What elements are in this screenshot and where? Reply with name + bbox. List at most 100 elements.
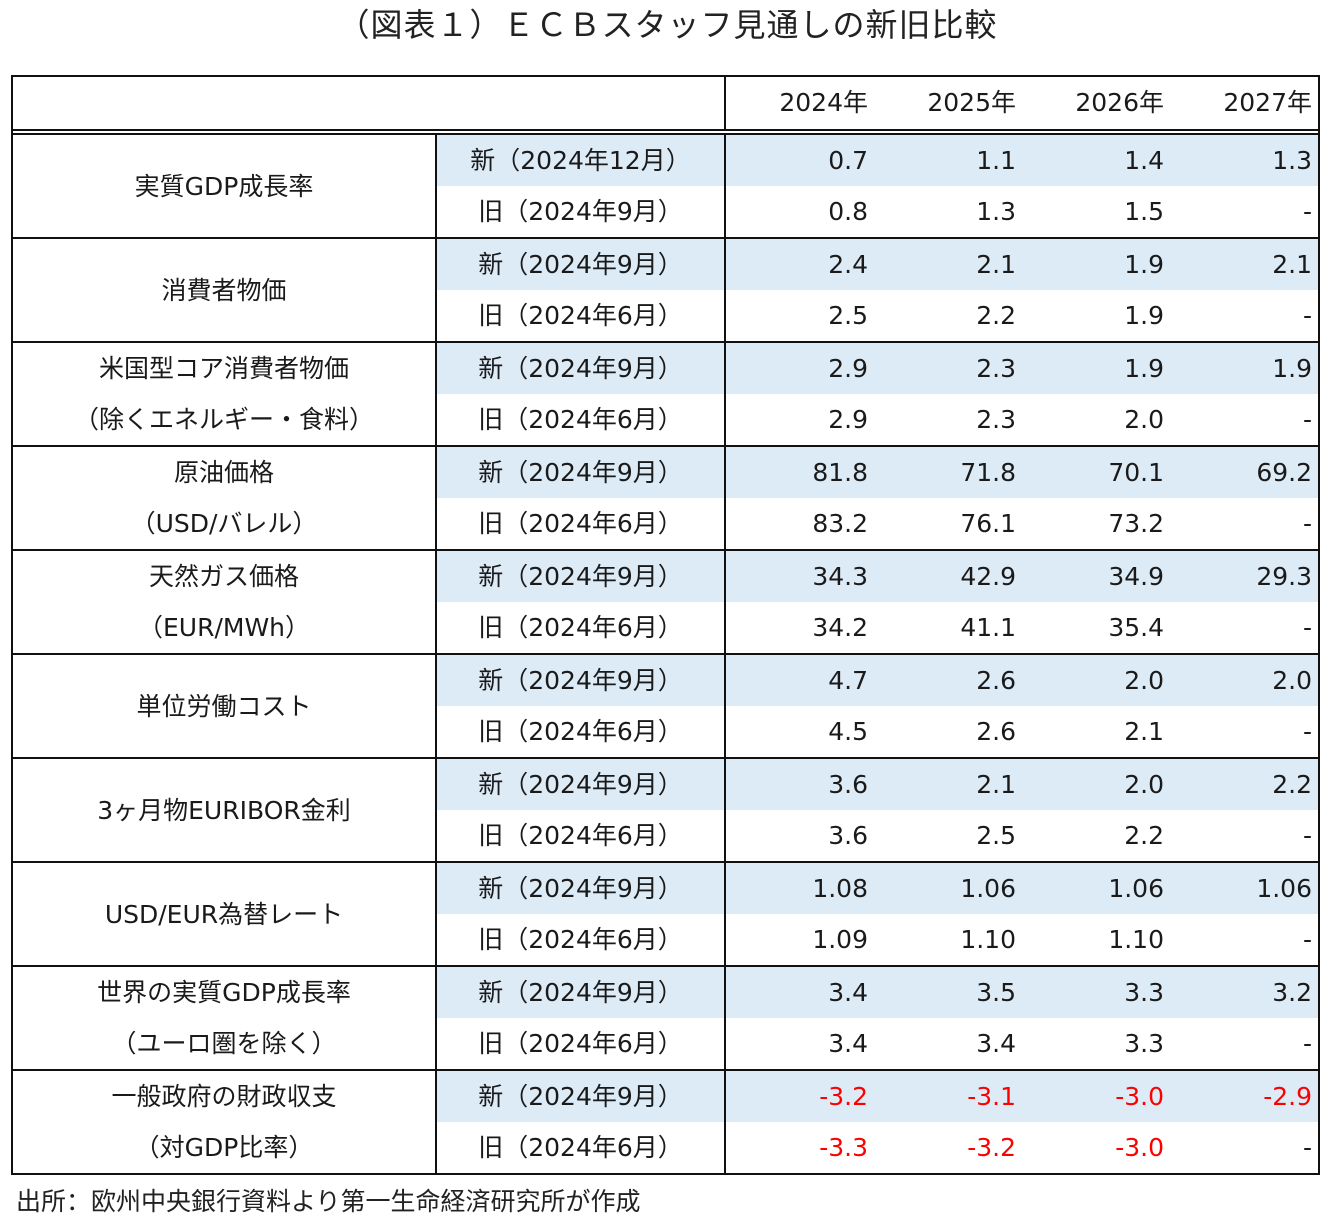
value-cell: -3.2 [819, 1082, 868, 1111]
indicator-group: 一般政府の財政収支 （対GDP比率） 新（2024年9月） -3.2 -3.1 -3.0 -… [13, 1069, 1318, 1173]
value-cell: 69.2 [1256, 458, 1312, 487]
forecast-vintage-label: 旧（2024年6月） [437, 810, 726, 861]
value-cell: 3.4 [976, 1029, 1016, 1058]
header-year-2027: 2027年 [1223, 88, 1312, 117]
value-cell: 42.9 [960, 562, 1016, 591]
table-row-new: 新（2024年9月） 34.3 42.9 34.9 29.3 [437, 551, 1318, 602]
value-cell: 1.06 [960, 874, 1016, 903]
value-cell: - [1302, 405, 1312, 434]
forecast-vintage-label: 新（2024年9月） [437, 343, 726, 394]
table-row-new: 新（2024年9月） 81.8 71.8 70.1 69.2 [437, 447, 1318, 498]
table-row-new: 新（2024年9月） 3.6 2.1 2.0 2.2 [437, 759, 1318, 810]
value-cell: 2.5 [828, 301, 868, 330]
value-cell: 83.2 [812, 509, 868, 538]
value-cell: 35.4 [1108, 613, 1164, 642]
table-header-row: 2024年 2025年 2026年 2027年 [13, 77, 1318, 135]
table-row-old: 旧（2024年6月） -3.3 -3.2 -3.0 - [437, 1122, 1318, 1173]
table-row-new: 新（2024年9月） 2.9 2.3 1.9 1.9 [437, 343, 1318, 394]
indicator-label-line: 実質GDP成長率 [134, 171, 314, 201]
forecast-vintage-label: 新（2024年9月） [437, 239, 726, 290]
value-cell: 81.8 [812, 458, 868, 487]
indicator-group: 米国型コア消費者物価 （除くエネルギー・食料） 新（2024年9月） 2.9 2.3 1.… [13, 341, 1318, 445]
indicator-label-line: 原油価格 [173, 458, 274, 487]
table-row-old: 旧（2024年6月） 2.5 2.2 1.9 - [437, 290, 1318, 341]
forecast-vintage-label: 新（2024年12月） [437, 135, 726, 186]
value-cell: - [1302, 613, 1312, 642]
value-cell: 1.06 [1256, 874, 1312, 903]
indicator-label-line: （USD/バレル） [130, 509, 318, 538]
table-row-new: 新（2024年9月） 2.4 2.1 1.9 2.1 [437, 239, 1318, 290]
indicator-rows: 新（2024年9月） -3.2 -3.1 -3.0 -2.9 旧（2024年6月） -3.3… [437, 1071, 1318, 1173]
header-year-2025: 2025年 [927, 88, 1016, 117]
value-cell: 3.6 [828, 821, 868, 850]
value-cell: 1.10 [1108, 925, 1164, 954]
value-cell: 3.4 [828, 1029, 868, 1058]
value-cell: -3.0 [1115, 1082, 1164, 1111]
forecast-vintage-label: 旧（2024年6月） [437, 1122, 726, 1173]
value-cell: 3.4 [828, 978, 868, 1007]
value-cell: -3.2 [967, 1133, 1016, 1162]
value-cell: 2.9 [828, 405, 868, 434]
value-cell: 2.9 [828, 354, 868, 383]
value-cell: -3.1 [967, 1082, 1016, 1111]
indicator-rows: 新（2024年9月） 34.3 42.9 34.9 29.3 旧（2024年6月） 34.2… [437, 551, 1318, 653]
value-cell: 1.9 [1272, 354, 1312, 383]
forecast-vintage-label: 新（2024年9月） [437, 863, 726, 914]
value-cell: 2.2 [1272, 770, 1312, 799]
forecast-vintage-label: 旧（2024年6月） [437, 1018, 726, 1069]
value-cell: 2.2 [976, 301, 1016, 330]
value-cell: 2.6 [976, 666, 1016, 695]
value-cell: 1.09 [812, 925, 868, 954]
value-cell: 2.1 [976, 250, 1016, 279]
value-cell: 34.9 [1108, 562, 1164, 591]
value-cell: 3.6 [828, 770, 868, 799]
indicator-label-line: 消費者物価 [161, 275, 287, 305]
indicator-label-line: 世界の実質GDP成長率 [97, 978, 351, 1007]
value-cell: 73.2 [1108, 509, 1164, 538]
indicator-label: 天然ガス価格 （EUR/MWh） [13, 551, 437, 653]
value-cell: 1.10 [960, 925, 1016, 954]
value-cell: 1.9 [1124, 301, 1164, 330]
indicator-label-line: （ユーロ圏を除く） [111, 1029, 337, 1058]
indicator-rows: 新（2024年9月） 2.9 2.3 1.9 1.9 旧（2024年6月） 2.9 2.3 2.… [437, 343, 1318, 445]
value-cell: 29.3 [1256, 562, 1312, 591]
forecast-vintage-label: 新（2024年9月） [437, 759, 726, 810]
indicator-label-line: USD/EUR為替レート [104, 899, 344, 929]
value-cell: 2.5 [976, 821, 1016, 850]
value-cell: 1.08 [812, 874, 868, 903]
header-year-2026: 2026年 [1075, 88, 1164, 117]
forecast-comparison-table: 2024年 2025年 2026年 2027年 実質GDP成長率 新（2024年1… [11, 75, 1320, 1175]
indicator-label: 世界の実質GDP成長率 （ユーロ圏を除く） [13, 967, 437, 1069]
forecast-vintage-label: 旧（2024年6月） [437, 290, 726, 341]
indicator-rows: 新（2024年9月） 3.4 3.5 3.3 3.2 旧（2024年6月） 3.4 3.4 3.… [437, 967, 1318, 1069]
value-cell: - [1302, 197, 1312, 226]
indicator-rows: 新（2024年9月） 81.8 71.8 70.1 69.2 旧（2024年6月） 83.2… [437, 447, 1318, 549]
value-cell: 2.1 [1272, 250, 1312, 279]
value-cell: 1.06 [1108, 874, 1164, 903]
indicator-label: 3ヶ月物EURIBOR金利 [13, 759, 437, 861]
table-row-new: 新（2024年9月） 3.4 3.5 3.3 3.2 [437, 967, 1318, 1018]
table-body: 実質GDP成長率 新（2024年12月） 0.7 1.1 1.4 1.3 旧（2024年9月… [13, 135, 1318, 1173]
value-cell: 1.4 [1124, 146, 1164, 175]
indicator-label: 単位労働コスト [13, 655, 437, 757]
indicator-group: USD/EUR為替レート 新（2024年9月） 1.08 1.06 1.06 1.06 旧（… [13, 861, 1318, 965]
forecast-vintage-label: 旧（2024年6月） [437, 602, 726, 653]
value-cell: 2.1 [976, 770, 1016, 799]
indicator-label-line: 米国型コア消費者物価 [98, 354, 349, 383]
table-row-old: 旧（2024年6月） 3.4 3.4 3.3 - [437, 1018, 1318, 1069]
value-cell: 2.3 [976, 405, 1016, 434]
value-cell: 4.7 [828, 666, 868, 695]
value-cell: - [1302, 717, 1312, 746]
header-corner-cell [13, 77, 726, 129]
value-cell: -3.3 [819, 1133, 868, 1162]
indicator-group: 単位労働コスト 新（2024年9月） 4.7 2.6 2.0 2.0 旧（2024年6月） 4… [13, 653, 1318, 757]
value-cell: - [1302, 509, 1312, 538]
forecast-vintage-label: 新（2024年9月） [437, 1071, 726, 1122]
value-cell: 3.2 [1272, 978, 1312, 1007]
value-cell: 1.3 [976, 197, 1016, 226]
table-row-old: 旧（2024年6月） 1.09 1.10 1.10 - [437, 914, 1318, 965]
value-cell: 1.3 [1272, 146, 1312, 175]
indicator-label-line: （除くエネルギー・食料） [73, 405, 374, 434]
table-row-old: 旧（2024年6月） 4.5 2.6 2.1 - [437, 706, 1318, 757]
indicator-label-line: 3ヶ月物EURIBOR金利 [97, 795, 351, 825]
